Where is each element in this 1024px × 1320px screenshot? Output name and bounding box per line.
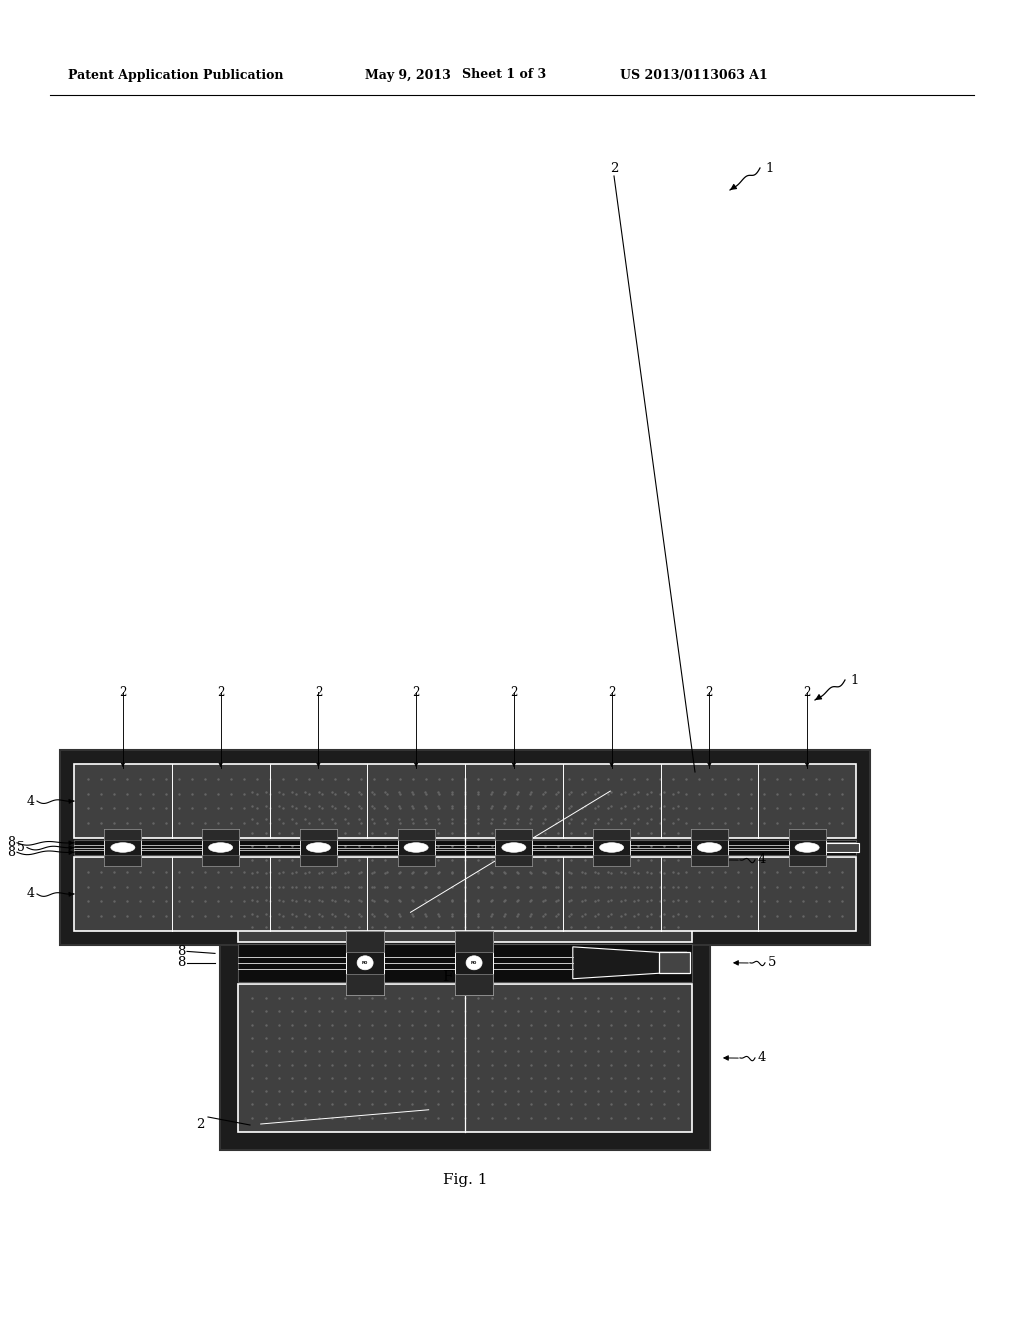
Text: 8: 8 — [176, 956, 185, 969]
Text: 5: 5 — [17, 841, 25, 854]
Text: 1: 1 — [850, 673, 858, 686]
Text: 8: 8 — [7, 837, 15, 849]
Bar — [496, 829, 532, 866]
Text: 8: 8 — [7, 846, 15, 859]
Bar — [455, 931, 494, 952]
Bar — [104, 829, 141, 840]
Bar — [593, 829, 630, 866]
Text: Sheet 1 of 3: Sheet 1 of 3 — [462, 69, 546, 82]
Text: 2: 2 — [413, 685, 420, 698]
Text: PD: PD — [361, 961, 369, 965]
Bar — [346, 974, 384, 995]
Text: 4: 4 — [27, 795, 35, 808]
Text: US 2013/0113063 A1: US 2013/0113063 A1 — [620, 69, 768, 82]
Text: 2: 2 — [610, 161, 618, 174]
Bar — [74, 764, 856, 838]
Ellipse shape — [209, 842, 232, 853]
Bar — [826, 843, 859, 851]
Bar — [238, 944, 692, 982]
Text: 8: 8 — [176, 945, 185, 958]
Text: 4: 4 — [758, 854, 766, 866]
Polygon shape — [801, 841, 856, 854]
Text: Fig. 2: Fig. 2 — [442, 970, 487, 983]
Text: 2: 2 — [119, 685, 127, 698]
Bar — [788, 829, 825, 840]
Text: Fig. 1: Fig. 1 — [442, 1173, 487, 1187]
Text: 2: 2 — [510, 685, 517, 698]
Ellipse shape — [600, 842, 624, 853]
Text: 2: 2 — [314, 685, 323, 698]
Bar — [74, 840, 856, 855]
Bar — [496, 855, 532, 866]
Bar — [691, 855, 728, 866]
Bar — [455, 974, 494, 995]
Bar — [300, 855, 337, 866]
Bar — [397, 855, 435, 866]
Text: Patent Application Publication: Patent Application Publication — [68, 69, 284, 82]
Bar — [788, 829, 825, 866]
Bar — [496, 829, 532, 840]
Ellipse shape — [111, 842, 135, 853]
Text: 2: 2 — [196, 1118, 204, 1131]
Ellipse shape — [357, 956, 373, 970]
Ellipse shape — [306, 842, 331, 853]
Ellipse shape — [795, 842, 819, 853]
Text: PD: PD — [471, 961, 477, 965]
Text: May 9, 2013: May 9, 2013 — [365, 69, 451, 82]
Text: 1: 1 — [765, 161, 773, 174]
Bar — [300, 829, 337, 840]
Bar — [659, 952, 690, 973]
Ellipse shape — [502, 842, 526, 853]
Text: 2: 2 — [217, 685, 224, 698]
Text: 2: 2 — [706, 685, 713, 698]
Bar — [202, 829, 240, 840]
Bar — [346, 931, 384, 995]
Text: 2: 2 — [608, 685, 615, 698]
Bar — [104, 855, 141, 866]
Bar — [74, 857, 856, 931]
Text: 5: 5 — [768, 956, 776, 969]
Bar — [60, 750, 870, 945]
Ellipse shape — [404, 842, 428, 853]
Bar — [593, 855, 630, 866]
Bar — [202, 855, 240, 866]
Bar — [346, 931, 384, 952]
Bar — [455, 931, 494, 995]
Ellipse shape — [697, 842, 722, 853]
Bar — [238, 983, 692, 1133]
Bar — [104, 829, 141, 866]
Ellipse shape — [466, 956, 482, 970]
Polygon shape — [572, 946, 687, 978]
Bar — [593, 829, 630, 840]
Text: 2: 2 — [804, 685, 811, 698]
Bar — [220, 760, 710, 1150]
Text: 4: 4 — [27, 887, 35, 900]
Bar — [788, 855, 825, 866]
Text: 4: 4 — [758, 1052, 766, 1064]
Bar — [300, 829, 337, 866]
Bar — [397, 829, 435, 840]
Bar — [202, 829, 240, 866]
Bar — [691, 829, 728, 866]
Bar — [397, 829, 435, 866]
Bar — [238, 777, 692, 941]
Bar — [691, 829, 728, 840]
